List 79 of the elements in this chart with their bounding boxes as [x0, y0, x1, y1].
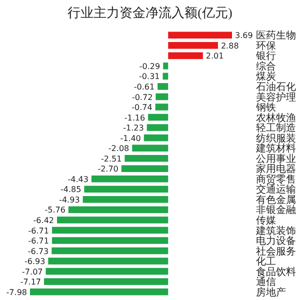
bar: [30, 288, 168, 296]
y-tick-label: 电力设备: [256, 235, 296, 248]
data-label: -5.76: [44, 206, 66, 215]
y-tick-label: 交通运输: [256, 184, 296, 196]
bar: [168, 52, 203, 60]
data-label: -2.70: [98, 164, 118, 174]
bar: [121, 165, 168, 172]
y-tick-label: 钢铁: [255, 102, 276, 114]
y-tick-label: 通信: [256, 276, 276, 288]
y-tick-label: 农林牧渔: [256, 112, 296, 124]
y-tick-label: 环保: [256, 40, 276, 52]
bar: [68, 206, 168, 214]
bar: [57, 216, 168, 224]
y-tick-label: 建筑材料: [255, 142, 296, 155]
data-label: -2.51: [100, 154, 122, 164]
bar: [82, 196, 168, 203]
data-label: -1.16: [124, 113, 146, 122]
data-label: 3.69: [235, 31, 253, 40]
y-tick-label: 银行: [255, 51, 276, 62]
bar: [46, 268, 168, 275]
data-label: -7.98: [6, 288, 27, 297]
y-tick-label: 医药生物: [256, 30, 296, 42]
data-label: -1.40: [120, 134, 141, 143]
y-tick-label: 非银金融: [256, 204, 296, 216]
bar: [52, 247, 168, 254]
y-tick-label: 房地产: [256, 286, 286, 298]
bar: [155, 104, 168, 110]
bar: [148, 114, 168, 121]
bar: [146, 124, 168, 131]
y-tick-label: 轻工制造: [256, 122, 296, 134]
data-label: -0.31: [139, 72, 160, 82]
data-label: -0.29: [139, 62, 160, 71]
chart-title: 行业主力资金净流入额(亿元): [68, 5, 232, 20]
y-tick-label: 综合: [256, 60, 276, 72]
y-tick-label: 有色金属: [256, 194, 296, 206]
y-tick-label: 家用电器: [256, 163, 296, 176]
data-label: -4.93: [59, 195, 80, 204]
data-label: -1.23: [123, 124, 144, 133]
bar: [168, 32, 232, 39]
data-label: -7.17: [20, 278, 42, 287]
bar: [168, 42, 218, 49]
data-label: -7.07: [22, 267, 43, 276]
bar: [52, 237, 168, 244]
y-tick-label: 传媒: [256, 215, 276, 226]
y-tick-label: 食品饮料: [256, 266, 296, 278]
data-label: -6.42: [33, 216, 54, 225]
bar: [44, 278, 168, 285]
data-label: -4.43: [68, 174, 88, 184]
bar: [48, 258, 168, 264]
bar: [158, 83, 168, 90]
y-tick-label: 社会服务: [256, 245, 296, 258]
data-label: -6.93: [24, 257, 46, 266]
bar: [84, 186, 168, 193]
y-tick-label: 纺织服装: [256, 132, 296, 144]
data-label: -4.85: [60, 185, 82, 194]
data-label: -0.74: [132, 103, 152, 112]
bar: [144, 134, 168, 142]
bar: [132, 144, 168, 152]
bar: [91, 176, 168, 182]
data-label: -6.73: [28, 246, 49, 256]
y-tick-label: 美容护理: [256, 91, 296, 104]
y-tick-label: 公用事业: [256, 152, 296, 165]
y-tick-label: 石油石化: [256, 80, 296, 93]
bar: [124, 154, 168, 162]
bar: [52, 226, 168, 234]
y-tick-label: 煤炭: [256, 70, 276, 83]
bar: [156, 93, 168, 100]
y-tick-label: 建筑装饰: [255, 224, 296, 237]
data-label: 2.01: [206, 52, 224, 61]
data-label: -2.08: [108, 144, 130, 154]
data-label: -6.71: [28, 236, 49, 246]
data-label: -0.61: [134, 82, 155, 92]
data-label: -0.72: [132, 92, 153, 102]
y-tick-label: 商贸零售: [256, 173, 296, 186]
data-label: 2.88: [220, 41, 239, 50]
bar: [162, 72, 168, 80]
y-tick-label: 化工: [256, 256, 276, 268]
bar: [163, 62, 168, 70]
data-label: -6.71: [28, 226, 49, 236]
